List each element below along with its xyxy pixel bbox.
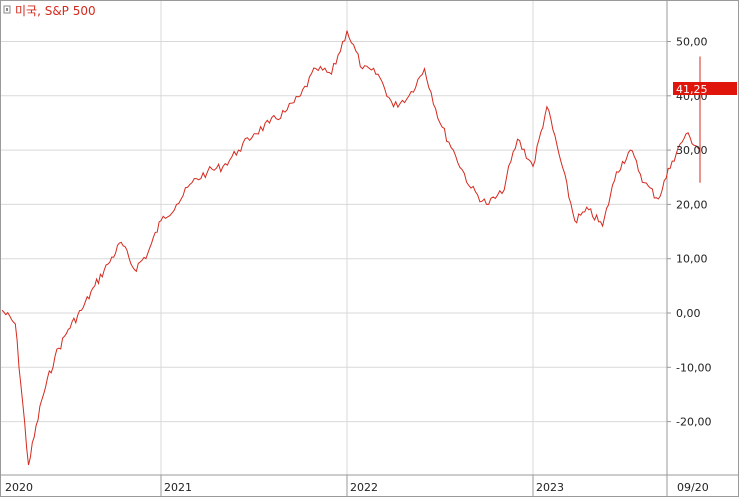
y-axis: -20,00-10,000,0010,0020,0030,0040,0050,0… xyxy=(667,36,711,429)
x-tick-label: 2023 xyxy=(536,481,564,494)
series-line xyxy=(1,30,701,466)
last-value-label: 41,25 xyxy=(676,83,708,96)
last-value-marker: 41,25 xyxy=(673,82,737,96)
legend-swatch-fill xyxy=(6,8,8,11)
y-tick-label: 20,00 xyxy=(676,198,708,211)
x-tick-label: 2021 xyxy=(164,481,192,494)
y-tick-label: -10,00 xyxy=(676,361,711,374)
legend: 미국, S&P 500 xyxy=(3,4,96,18)
y-tick-label: -20,00 xyxy=(676,416,711,429)
y-tick-label: 30,00 xyxy=(676,144,708,157)
y-tick-label: 10,00 xyxy=(676,253,708,266)
x-tick-label-end: 09/20 xyxy=(677,481,709,494)
y-tick-label: 0,00 xyxy=(676,307,701,320)
legend-label: 미국, S&P 500 xyxy=(15,4,96,18)
x-axis: 2020 2021 2022 2023 09/20 xyxy=(5,475,709,497)
last-value-badge xyxy=(673,82,737,95)
y-tick-label: 50,00 xyxy=(676,36,708,49)
x-tick-label: 2022 xyxy=(350,481,378,494)
x-tick-label: 2020 xyxy=(5,481,33,494)
